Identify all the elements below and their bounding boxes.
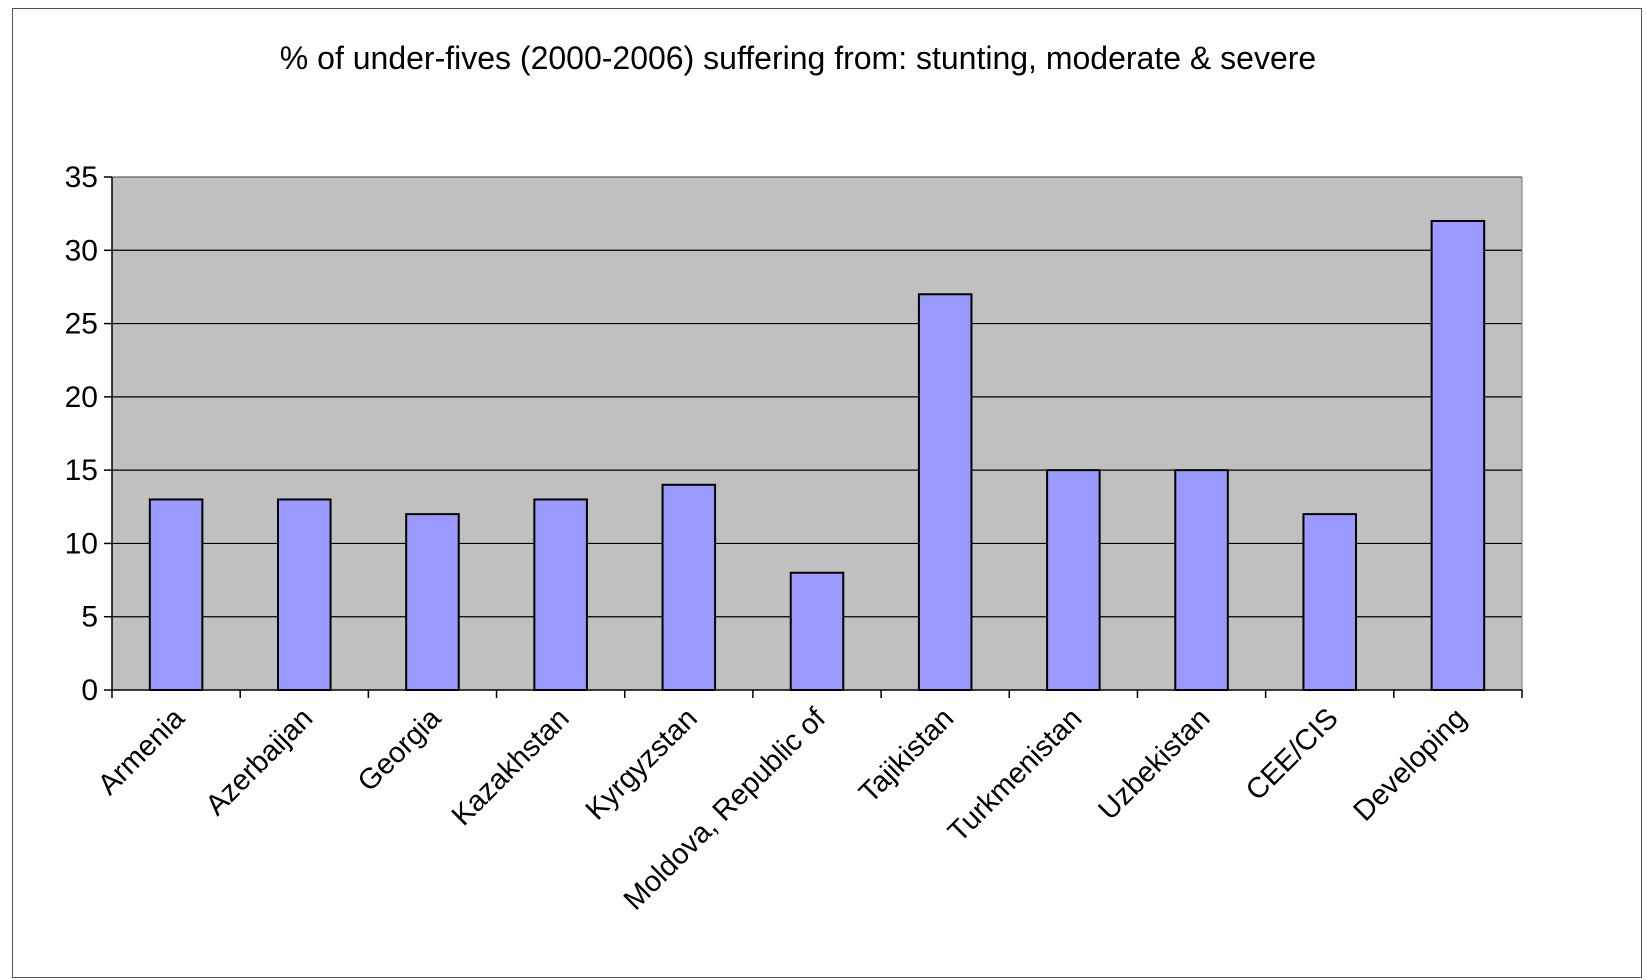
bar-uzbekistan bbox=[1174, 469, 1229, 691]
x-category-label: Turkmenistan bbox=[942, 702, 1088, 848]
bar-georgia bbox=[405, 513, 460, 691]
y-tick-label: 20 bbox=[65, 381, 98, 414]
y-tick-label: 35 bbox=[65, 161, 98, 194]
bar-developing bbox=[1430, 219, 1486, 691]
bar-turkmenistan bbox=[1046, 469, 1101, 691]
bar-tajikistan bbox=[917, 293, 973, 691]
y-tick-label: 25 bbox=[65, 308, 98, 341]
x-category-label: Developing bbox=[1348, 702, 1473, 827]
bar-moldova-republic-of bbox=[789, 571, 845, 691]
bar-armenia bbox=[148, 498, 204, 692]
chart-title: % of under-fives (2000-2006) suffering f… bbox=[280, 40, 1316, 76]
bar-azerbaijan bbox=[276, 498, 332, 692]
x-category-label: Georgia bbox=[352, 702, 448, 798]
y-tick-label: 0 bbox=[81, 674, 98, 707]
y-tick-label: 15 bbox=[65, 454, 98, 487]
x-category-label: Tajikistan bbox=[853, 702, 960, 809]
x-category-label: Azerbaijan bbox=[200, 702, 320, 822]
chart-frame: % of under-fives (2000-2006) suffering f… bbox=[12, 8, 1642, 978]
y-tick-label: 5 bbox=[81, 601, 98, 634]
x-category-label: Kazakhstan bbox=[446, 702, 576, 832]
x-category-label: Kyrgyzstan bbox=[580, 702, 704, 826]
bar-chart: % of under-fives (2000-2006) suffering f… bbox=[65, 40, 1523, 917]
axes bbox=[104, 176, 1523, 698]
y-tick-label: 30 bbox=[65, 234, 98, 267]
bar-kazakhstan bbox=[533, 498, 588, 692]
y-tick-label: 10 bbox=[65, 527, 98, 560]
bar-cee-cis bbox=[1302, 513, 1358, 691]
bar-kyrgyzstan bbox=[661, 483, 717, 691]
x-category-label: Uzbekistan bbox=[1092, 702, 1216, 826]
y-tick-labels: 0 5 10 15 20 25 30 35 bbox=[65, 161, 98, 707]
x-category-label: CEE/CIS bbox=[1240, 702, 1345, 807]
x-category-label: Armenia bbox=[92, 702, 192, 802]
